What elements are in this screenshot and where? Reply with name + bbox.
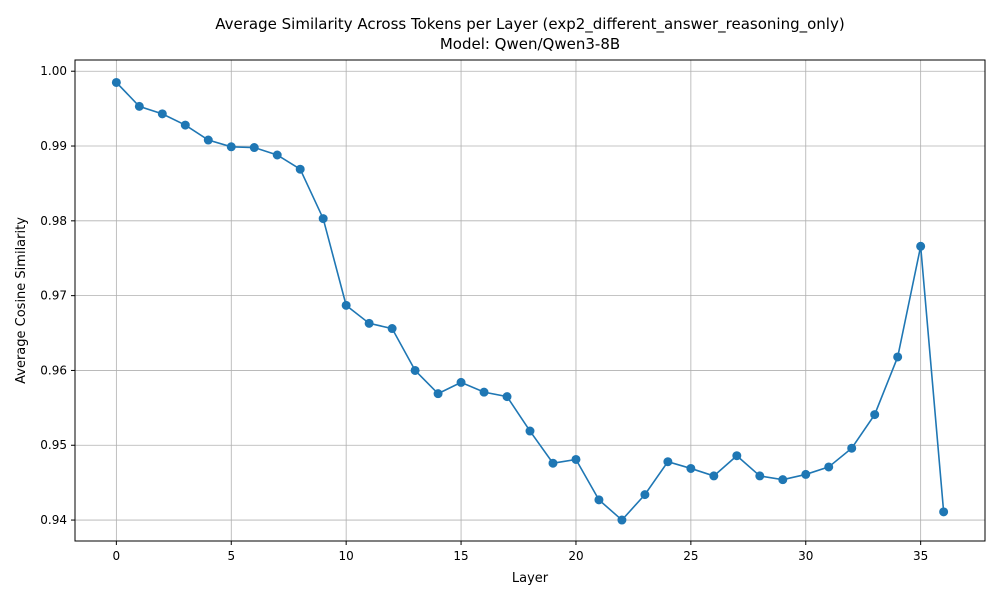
grid	[75, 60, 985, 541]
x-tick-label: 20	[568, 549, 583, 563]
data-point	[663, 457, 673, 467]
data-point	[801, 469, 811, 479]
data-point	[594, 495, 604, 505]
data-point	[824, 462, 834, 472]
data-point	[571, 454, 581, 464]
data-point	[778, 475, 788, 485]
y-tick-label: 0.98	[40, 214, 67, 228]
data-point	[893, 352, 903, 362]
data-point	[847, 443, 857, 453]
data-point	[249, 143, 259, 153]
data-point	[686, 463, 696, 473]
x-tick-label: 5	[227, 549, 235, 563]
y-tick-label: 0.95	[40, 438, 67, 452]
data-point	[640, 490, 650, 500]
data-point	[111, 77, 121, 87]
data-point	[318, 214, 328, 224]
x-tick-label: 30	[798, 549, 813, 563]
y-tick-label: 0.94	[40, 513, 67, 527]
y-tick-label: 0.96	[40, 363, 67, 377]
data-point	[617, 515, 627, 525]
y-tick-label: 0.97	[40, 289, 67, 303]
data-point	[502, 392, 512, 402]
data-point	[295, 164, 305, 174]
y-axis-label: Average Cosine Similarity	[14, 217, 29, 384]
x-axis-label: Layer	[512, 571, 549, 586]
data-point	[364, 318, 374, 328]
x-tick-label: 25	[683, 549, 698, 563]
data-point	[456, 377, 466, 387]
data-point	[709, 471, 719, 481]
chart-title: Average Similarity Across Tokens per Lay…	[215, 15, 844, 34]
data-point	[548, 458, 558, 468]
data-point	[387, 324, 397, 334]
data-point	[157, 109, 167, 119]
data-point	[525, 426, 535, 436]
data-point	[732, 451, 742, 461]
series-line	[115, 81, 945, 522]
x-tick-label: 35	[913, 549, 928, 563]
data-point	[341, 300, 351, 310]
x-axis-ticks: 0 5 10 15 20 25 30 35	[113, 541, 928, 563]
data-point	[180, 120, 190, 130]
data-point	[939, 507, 949, 517]
data-point	[755, 471, 765, 481]
y-tick-label: 0.99	[40, 139, 67, 153]
y-tick-label: 1.00	[40, 64, 67, 78]
data-point	[916, 241, 926, 251]
plot-frame	[74, 59, 986, 542]
series-line-group	[115, 81, 945, 522]
x-tick-label: 10	[339, 549, 354, 563]
data-point	[134, 101, 144, 111]
y-axis-ticks: 0.94 0.95 0.96 0.97 0.98 0.99 1.00	[40, 64, 75, 527]
data-point	[410, 365, 420, 375]
data-point	[272, 150, 282, 160]
x-tick-label: 0	[113, 549, 121, 563]
data-point	[226, 142, 236, 152]
data-point	[479, 387, 489, 397]
chart-subtitle: Model: Qwen/Qwen3-8B	[440, 35, 620, 53]
x-tick-label: 15	[453, 549, 468, 563]
data-points	[111, 77, 949, 525]
data-point	[870, 410, 880, 420]
data-point	[203, 135, 213, 145]
data-point	[433, 389, 443, 399]
